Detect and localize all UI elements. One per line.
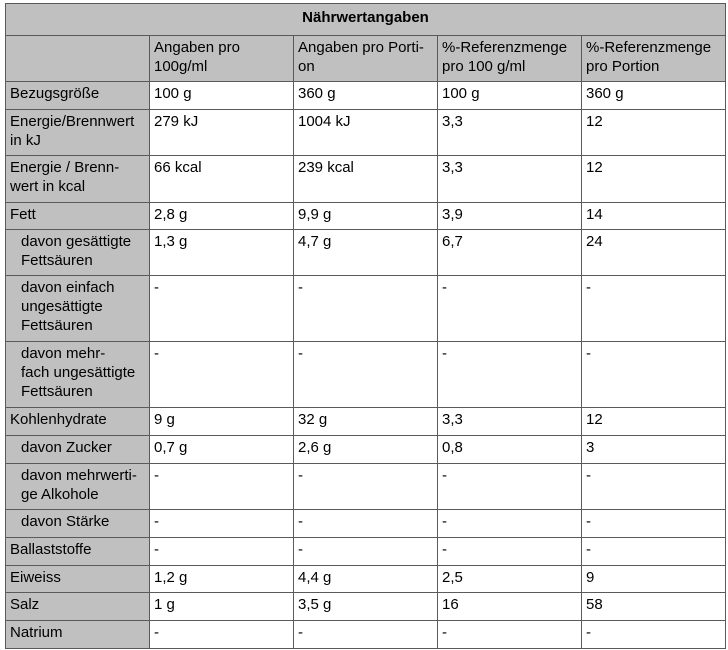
value-cell: 6,7 — [437, 229, 582, 276]
value-cell: 58 — [581, 592, 726, 621]
value-cell: 239 kcal — [293, 155, 438, 203]
value-cell: 3,3 — [437, 109, 582, 156]
value-cell: - — [437, 275, 582, 342]
value-cell: - — [293, 275, 438, 342]
row-label: Salz — [5, 592, 150, 621]
row-label: Natrium — [5, 620, 150, 649]
value-cell: 16 — [437, 592, 582, 621]
nutrition-table: Nährwertangaben Angaben pro 100g/ml Angab… — [5, 3, 726, 649]
corner-cell — [5, 35, 150, 82]
value-cell: 100 g — [437, 81, 582, 110]
table-row: Fett 2,8 g 9,9 g 3,9 14 — [5, 202, 726, 230]
value-cell: 12 — [581, 109, 726, 156]
value-cell: - — [149, 463, 294, 510]
value-cell: - — [293, 509, 438, 538]
value-cell: 4,7 g — [293, 229, 438, 276]
row-label: davon mehrwerti- ge Alkohole — [5, 463, 150, 510]
value-cell: 3,3 — [437, 155, 582, 203]
value-cell: 3,9 — [437, 202, 582, 230]
table-row: Kohlenhydrate 9 g 32 g 3,3 12 — [5, 407, 726, 436]
value-cell: 1004 kJ — [293, 109, 438, 156]
value-cell: 1 g — [149, 592, 294, 621]
value-cell: - — [581, 537, 726, 566]
value-cell: 3,5 g — [293, 592, 438, 621]
value-cell: - — [437, 620, 582, 649]
table-row: davon mehr- fach ungesättigte Fettsäuren… — [5, 341, 726, 408]
value-cell: 4,4 g — [293, 565, 438, 593]
row-label: davon gesättigte Fettsäuren — [5, 229, 150, 276]
value-cell: 3 — [581, 435, 726, 464]
value-cell: 2,8 g — [149, 202, 294, 230]
value-cell: 279 kJ — [149, 109, 294, 156]
value-cell: - — [293, 537, 438, 566]
value-cell: 1,3 g — [149, 229, 294, 276]
row-label: davon Stärke — [5, 509, 150, 538]
value-cell: 0,8 — [437, 435, 582, 464]
row-label: Eiweiss — [5, 565, 150, 593]
table-row: davon Zucker 0,7 g 2,6 g 0,8 3 — [5, 435, 726, 464]
value-cell: - — [581, 341, 726, 408]
value-cell: - — [293, 463, 438, 510]
value-cell: - — [149, 537, 294, 566]
table-row: davon mehrwerti- ge Alkohole - - - - — [5, 463, 726, 510]
value-cell: - — [149, 275, 294, 342]
table-row: Natrium - - - - — [5, 620, 726, 649]
value-cell: - — [293, 341, 438, 408]
row-label: davon mehr- fach ungesättigte Fettsäuren — [5, 341, 150, 408]
value-cell: 12 — [581, 407, 726, 436]
value-cell: - — [581, 463, 726, 510]
value-cell: 2,5 — [437, 565, 582, 593]
table-row: Energie / Brenn- wert in kcal 66 kcal 239 … — [5, 155, 726, 203]
column-header: %-Referenzmenge pro 100 g/ml — [437, 35, 582, 82]
row-label: Bezugsgröße — [5, 81, 150, 110]
value-cell: 14 — [581, 202, 726, 230]
value-cell: - — [149, 509, 294, 538]
value-cell: 9,9 g — [293, 202, 438, 230]
value-cell: - — [437, 537, 582, 566]
value-cell: 9 g — [149, 407, 294, 436]
value-cell: - — [437, 463, 582, 510]
table-row: Bezugsgröße 100 g 360 g 100 g 360 g — [5, 81, 726, 110]
value-cell: - — [581, 275, 726, 342]
row-label: Energie/Brennwert in kJ — [5, 109, 150, 156]
column-header: Angaben pro Porti- on — [293, 35, 438, 82]
value-cell: 3,3 — [437, 407, 582, 436]
value-cell: 12 — [581, 155, 726, 203]
table-row: Eiweiss 1,2 g 4,4 g 2,5 9 — [5, 565, 726, 593]
row-label: davon Zucker — [5, 435, 150, 464]
value-cell: - — [437, 341, 582, 408]
table-row: davon Stärke - - - - — [5, 509, 726, 538]
row-label: davon einfach ungesättigte Fettsäuren — [5, 275, 150, 342]
value-cell: 360 g — [293, 81, 438, 110]
row-label: Energie / Brenn- wert in kcal — [5, 155, 150, 203]
value-cell: 9 — [581, 565, 726, 593]
table-row: Ballaststoffe - - - - — [5, 537, 726, 566]
value-cell: 32 g — [293, 407, 438, 436]
value-cell: - — [149, 341, 294, 408]
value-cell: 100 g — [149, 81, 294, 110]
row-label: Kohlenhydrate — [5, 407, 150, 436]
row-label: Fett — [5, 202, 150, 230]
table-row: davon einfach ungesättigte Fettsäuren - - -… — [5, 275, 726, 342]
value-cell: - — [293, 620, 438, 649]
value-cell: - — [581, 620, 726, 649]
column-header: %-Referenzmenge pro Portion — [581, 35, 726, 82]
table-title: Nährwertangaben — [5, 3, 726, 36]
table-row: davon gesättigte Fettsäuren 1,3 g 4,7 g 6,7… — [5, 229, 726, 276]
value-cell: 360 g — [581, 81, 726, 110]
value-cell: 66 kcal — [149, 155, 294, 203]
value-cell: - — [437, 509, 582, 538]
value-cell: 24 — [581, 229, 726, 276]
value-cell: 1,2 g — [149, 565, 294, 593]
value-cell: - — [149, 620, 294, 649]
column-header: Angaben pro 100g/ml — [149, 35, 294, 82]
table-row: Salz 1 g 3,5 g 16 58 — [5, 592, 726, 621]
table-row: Energie/Brennwert in kJ 279 kJ 1004 kJ 3,3 1… — [5, 109, 726, 156]
value-cell: 2,6 g — [293, 435, 438, 464]
value-cell: - — [581, 509, 726, 538]
value-cell: 0,7 g — [149, 435, 294, 464]
row-label: Ballaststoffe — [5, 537, 150, 566]
